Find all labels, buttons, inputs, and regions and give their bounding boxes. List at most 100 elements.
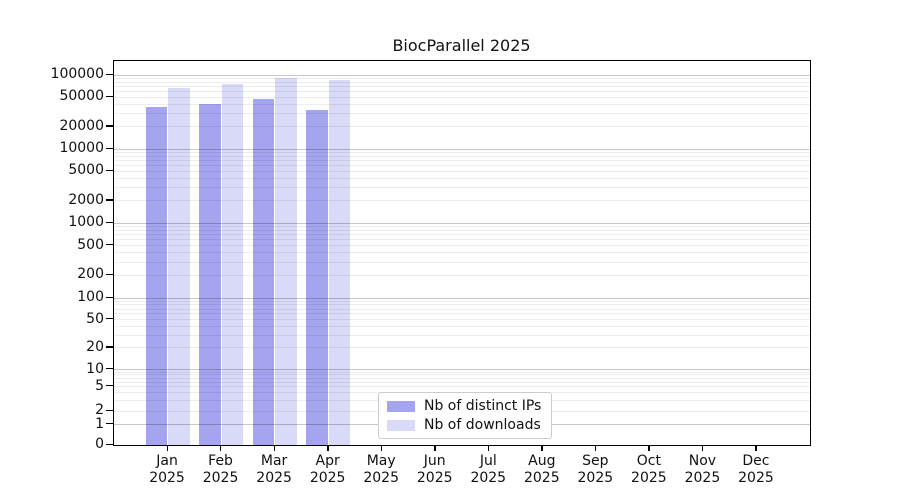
chart-title: BiocParallel 2025 — [392, 36, 531, 55]
x-tick-month: May — [366, 453, 396, 469]
x-tick-month: Apr — [315, 453, 340, 469]
gridline-minor — [114, 234, 810, 236]
gridline-minor — [114, 319, 810, 321]
plot-area — [113, 60, 811, 446]
x-tick-month: Nov — [688, 453, 717, 469]
y-tick-label: 100000 — [50, 66, 104, 82]
gridline-minor — [114, 200, 810, 202]
x-tick-year: 2025 — [631, 470, 667, 486]
legend-row-distinct-ips: Nb of distinct IPs — [387, 398, 541, 414]
x-tick-label: Dec 2025 — [724, 453, 788, 487]
x-tick-mark — [273, 445, 275, 451]
x-tick-year: 2025 — [684, 470, 721, 486]
y-tick-label: 0 — [95, 436, 104, 452]
x-tick-year: 2025 — [202, 470, 239, 486]
x-tick-mark — [541, 445, 543, 451]
bar-distinct-ips-apr — [306, 110, 328, 445]
bar-layer — [114, 61, 810, 445]
x-tick-mark — [594, 445, 597, 451]
gridline-minor — [114, 77, 810, 79]
x-tick-mark — [701, 445, 704, 451]
x-tick-mark — [327, 445, 329, 451]
bar-distinct-ips-jan — [145, 107, 168, 445]
x-tick-label: Aug 2025 — [510, 453, 574, 487]
gridline-minor — [114, 371, 810, 373]
y-tick-mark — [106, 368, 113, 370]
x-tick-year: 2025 — [256, 470, 292, 486]
bar-distinct-ips-mar — [252, 98, 275, 445]
x-tick-label: Sep 2025 — [563, 453, 627, 487]
legend-swatch-downloads-icon — [387, 419, 415, 431]
gridline-minor — [114, 325, 810, 327]
y-tick-label: 2 — [95, 402, 104, 418]
gridline-minor — [114, 304, 810, 306]
gridline-minor — [114, 313, 810, 315]
gridline-minor — [114, 374, 810, 376]
gridline-minor — [114, 151, 810, 153]
x-tick-year: 2025 — [523, 470, 560, 486]
y-tick-mark — [106, 296, 113, 298]
y-tick-label: 5000 — [68, 162, 104, 179]
gridline-minor — [114, 164, 810, 166]
gridline-minor — [114, 308, 810, 310]
y-tick-label: 10000 — [59, 140, 104, 156]
legend: Nb of distinct IPs Nb of downloads — [378, 392, 553, 439]
y-tick-mark — [106, 147, 113, 149]
y-tick-label: 50000 — [59, 88, 104, 105]
gridline-major — [114, 297, 810, 299]
gridline-minor — [114, 252, 810, 254]
y-tick-label: 1 — [95, 415, 104, 432]
x-tick-label: Mar 2025 — [242, 453, 306, 487]
x-tick-label: Nov 2025 — [670, 453, 734, 487]
gridline-minor — [114, 126, 810, 128]
gridline-minor — [114, 155, 810, 157]
gridline-minor — [114, 96, 810, 98]
legend-row-downloads: Nb of downloads — [387, 417, 541, 433]
bar-downloads-mar — [275, 78, 297, 445]
x-tick-mark — [487, 445, 490, 451]
y-tick-mark — [106, 244, 113, 246]
x-tick-month: Sep — [582, 453, 609, 469]
grid-layer — [114, 61, 810, 445]
legend-label-distinct-ips: Nb of distinct IPs — [424, 398, 542, 414]
x-tick-year: 2025 — [149, 470, 185, 486]
y-tick-label: 5 — [95, 377, 104, 394]
gridline-major — [114, 74, 810, 76]
x-tick-label: Apr 2025 — [296, 453, 360, 487]
gridline-minor — [114, 386, 810, 387]
x-tick-month: Aug — [528, 453, 556, 469]
gridline-minor — [114, 381, 810, 383]
gridline-major — [114, 222, 810, 224]
gridline-minor — [114, 187, 810, 189]
x-tick-label: Oct 2025 — [617, 453, 681, 487]
gridline-minor — [114, 177, 810, 179]
gridline-minor — [114, 334, 810, 336]
y-tick-label: 20000 — [59, 117, 104, 134]
x-tick-year: 2025 — [738, 470, 774, 486]
gridline-minor — [114, 225, 810, 227]
y-tick-label: 10 — [86, 360, 104, 377]
x-tick-month: Dec — [742, 453, 770, 469]
x-tick-year: 2025 — [363, 470, 399, 486]
gridline-minor — [114, 103, 810, 105]
x-tick-label: May 2025 — [349, 453, 413, 487]
x-tick-year: 2025 — [577, 470, 614, 486]
gridline-minor — [114, 347, 810, 349]
gridline-minor — [114, 300, 810, 302]
y-tick-label: 50 — [86, 310, 104, 327]
y-tick-mark — [106, 385, 113, 387]
gridline-minor — [114, 159, 810, 161]
bar-downloads-apr — [328, 79, 351, 445]
y-tick-label: 100 — [77, 289, 104, 305]
x-tick-month: Mar — [260, 453, 288, 469]
y-tick-label: 200 — [77, 266, 104, 283]
y-tick-mark — [106, 221, 113, 223]
x-tick-mark — [434, 445, 436, 451]
x-tick-mark — [166, 445, 168, 451]
y-tick-mark — [106, 409, 113, 411]
x-tick-month: Jun — [423, 453, 446, 469]
x-tick-year: 2025 — [416, 470, 453, 486]
gridline-major — [114, 369, 810, 370]
y-tick-mark — [106, 169, 113, 172]
